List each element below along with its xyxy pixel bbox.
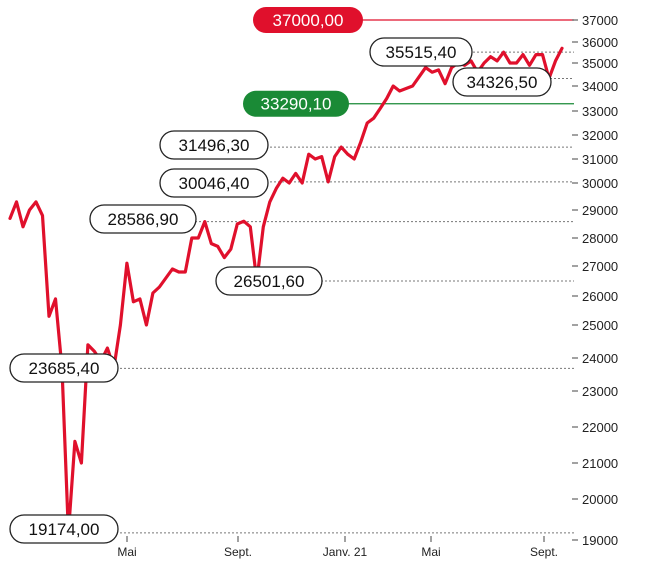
callout-text: 34326,50	[467, 73, 538, 92]
callout-text: 23685,40	[29, 359, 100, 378]
callout-box	[452, 67, 552, 97]
reference-label-box	[243, 90, 349, 117]
y-axis: 19000 20000 21000 22000 23000 24000 25000 26000…	[572, 13, 618, 548]
y-tick-label: 21000	[582, 456, 618, 471]
y-tick-label: 25000	[582, 318, 618, 333]
callout-text: 30046,40	[179, 174, 250, 193]
callout: 28586,90	[89, 204, 197, 234]
callout: 30046,40	[159, 168, 269, 198]
y-tick-label: 27000	[582, 259, 618, 274]
x-axis: Mai Sept. Janv. 21 Mai Sept.	[117, 536, 558, 559]
y-tick-label: 24000	[582, 351, 618, 366]
y-tick-label: 26000	[582, 289, 618, 304]
callout-box	[215, 266, 323, 296]
callout-labels: 35515,40 34326,50 31496,30 30046,4028586,90…	[9, 37, 552, 544]
reference-labels: 37000,00 33290,10	[243, 7, 363, 117]
y-tick-label: 31000	[582, 152, 618, 167]
y-tick-label: 28000	[582, 231, 618, 246]
x-tick-label: Sept.	[530, 545, 558, 559]
y-tick-label: 23000	[582, 384, 618, 399]
callout-text: 19174,00	[29, 520, 100, 539]
y-tick-label: 30000	[582, 176, 618, 191]
reference-label-text: 33290,10	[261, 95, 332, 114]
y-tick-label: 22000	[582, 420, 618, 435]
x-tick-label: Sept.	[224, 545, 252, 559]
callout-box	[369, 37, 473, 67]
callout-box	[89, 204, 197, 234]
callout: 35515,40	[369, 37, 473, 67]
callout: 19174,00	[9, 514, 119, 544]
y-tick-label: 36000	[582, 35, 618, 50]
callout-text: 28586,90	[108, 210, 179, 229]
callout-box	[9, 514, 119, 544]
callout-text: 26501,60	[234, 272, 305, 291]
callout: 23685,40	[9, 353, 119, 383]
dotted-guide-lines	[64, 51, 574, 534]
callout-box	[159, 130, 269, 160]
x-tick-label: Janv. 21	[323, 545, 368, 559]
y-tick-label: 34000	[582, 79, 618, 94]
callout: 31496,30	[159, 130, 269, 160]
reference-label-text: 37000,00	[273, 11, 344, 30]
callout-text: 31496,30	[179, 136, 250, 155]
reference-label-box	[253, 7, 363, 33]
y-tick-label: 37000	[582, 13, 618, 28]
y-tick-label: 29000	[582, 203, 618, 218]
callout-box	[159, 168, 269, 198]
callout: 26501,60	[215, 266, 323, 296]
y-tick-label: 32000	[582, 128, 618, 143]
y-tick-label: 33000	[582, 104, 618, 119]
x-tick-label: Mai	[421, 545, 440, 559]
x-tick-label: Mai	[117, 545, 136, 559]
y-tick-label: 20000	[582, 492, 618, 507]
callout: 34326,50	[452, 67, 552, 97]
y-tick-label: 19000	[582, 533, 618, 548]
callout-box	[9, 353, 119, 383]
callout-text: 35515,40	[386, 43, 457, 62]
y-tick-label: 35000	[582, 56, 618, 71]
